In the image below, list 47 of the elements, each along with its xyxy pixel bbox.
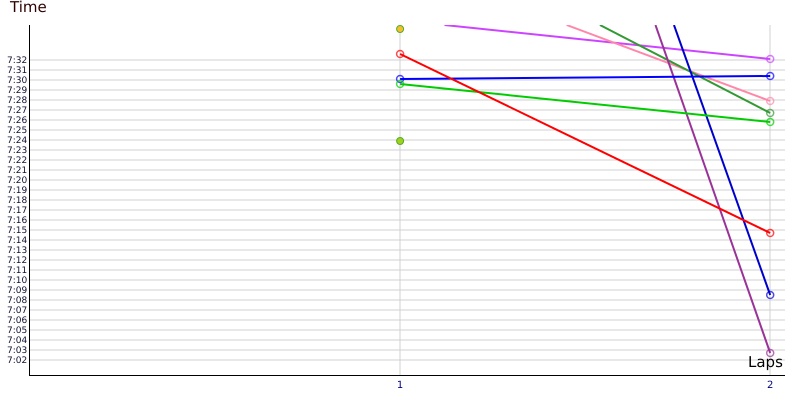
y-tick-label: 7:16 [6, 216, 28, 226]
point [766, 72, 774, 80]
point [766, 290, 774, 300]
y-tick-label: 7:28 [6, 96, 28, 106]
y-tick-label: 7:25 [6, 126, 28, 136]
y-tick-label: 7:32 [6, 56, 28, 66]
point [766, 118, 774, 126]
x-tick-label: 1 [396, 380, 404, 391]
y-tick-label: 7:19 [6, 186, 28, 196]
point [766, 108, 774, 118]
y-tick-label: 7:09 [6, 286, 28, 296]
y-tick-label: 7:05 [6, 326, 28, 336]
x-tick-label: 2 [767, 380, 774, 391]
y-tick-label: 7:17 [6, 206, 28, 216]
y-tick-label: 7:10 [6, 276, 28, 286]
y-tick-label: 7:06 [6, 316, 28, 326]
y-tick-label: 7:23 [6, 146, 28, 156]
y-tick-label: 7:03 [6, 346, 28, 356]
y-tick-label: 7:22 [6, 156, 28, 166]
y-tick-label: 7:29 [6, 86, 28, 96]
y-tick-label: 7:30 [6, 76, 28, 86]
point [396, 74, 404, 84]
y-tick-label: 7:08 [6, 296, 28, 306]
y-tick-label: 7:04 [6, 336, 28, 346]
y-tick-label: 7:07 [6, 306, 28, 316]
y-tick-label: 7:20 [6, 176, 28, 186]
point [396, 137, 404, 145]
y-tick-label: 7:11 [6, 266, 28, 276]
y-tick-label: 7:15 [6, 226, 28, 236]
y-tick-label: 7:21 [6, 166, 28, 176]
point [396, 50, 404, 58]
point [766, 228, 774, 238]
point [396, 80, 404, 88]
y-tick-label: 7:31 [6, 66, 28, 76]
y-tick-label: 7:26 [6, 116, 28, 126]
y-tick-label: 7:02 [6, 356, 28, 366]
y-tick-label: 7:12 [6, 256, 28, 266]
y-tick-label: 7:14 [6, 236, 28, 246]
x-axis-title: Laps [748, 353, 784, 371]
y-tick-label: 7:18 [6, 196, 28, 206]
point [766, 96, 774, 106]
y-tick-label: 7:27 [6, 106, 28, 116]
point [766, 54, 774, 64]
y-axis-title: Time [9, 0, 47, 16]
y-tick-label: 7:24 [6, 136, 28, 146]
y-tick-label: 7:13 [6, 246, 28, 256]
point [396, 25, 404, 33]
